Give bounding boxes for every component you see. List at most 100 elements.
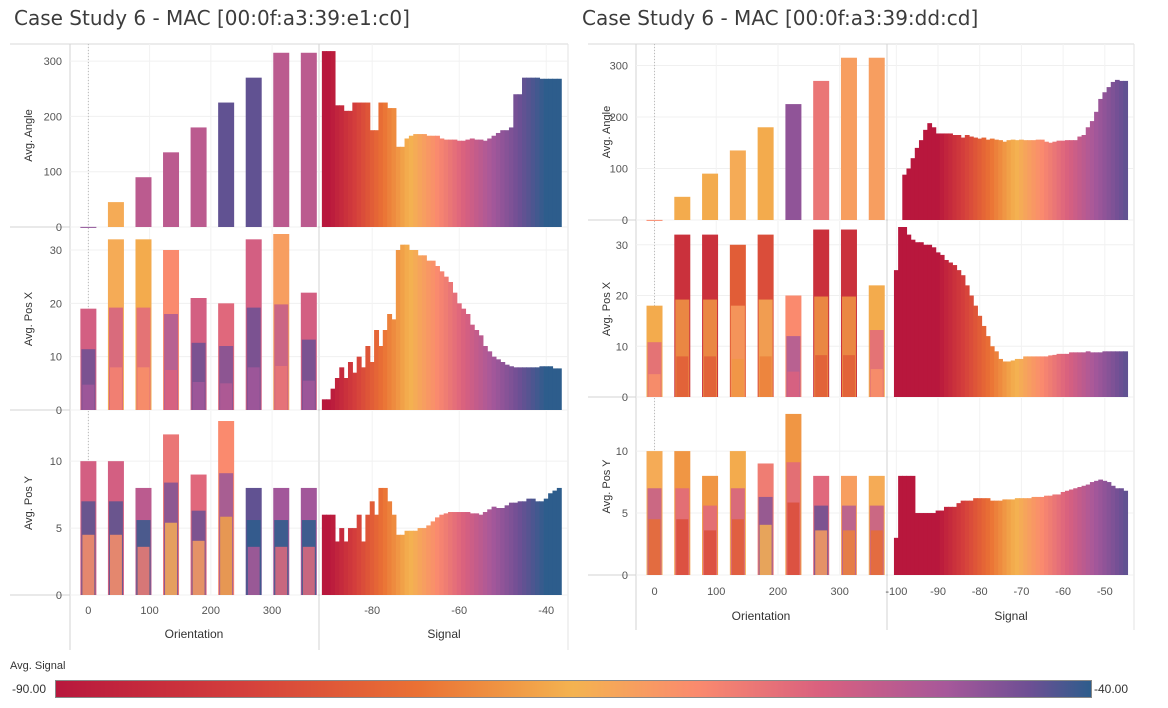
orientation-bar [275,366,288,410]
orientation-bar [702,173,719,220]
row-axis-title: Avg. Pos Y [23,475,35,530]
signal-bar [421,134,427,227]
signal-bar [330,51,336,228]
signal-bar [1094,111,1099,220]
signal-bar [456,512,462,595]
x-tick-label: -60 [451,605,467,617]
signal-bar [361,541,366,595]
signal-bar [923,244,928,397]
signal-bar [1052,354,1058,397]
signal-bar [1098,98,1104,220]
orientation-bar [729,150,746,220]
orientation-bar [302,380,315,410]
signal-bar [334,541,340,595]
signal-bar [504,364,510,410]
y-tick-label: 5 [56,523,62,535]
legend-min-label: -90.00 [12,682,47,696]
y-tick-label: 0 [56,405,62,417]
signal-bar [964,285,970,397]
row-axis-title: Avg. Pos X [601,281,613,336]
signal-bar [500,130,506,227]
signal-bar [356,102,362,227]
x-tick-label: -80 [364,605,380,617]
orientation-bar [676,356,689,397]
orientation-bar [815,355,828,397]
signal-bar [421,528,427,595]
signal-bar [543,366,549,410]
signal-bar [1002,361,1008,397]
signal-bar [469,513,475,595]
signal-bar [548,366,554,410]
signal-bar [478,139,484,227]
signal-bar [931,513,937,575]
orientation-bar [300,52,317,227]
signal-bar [552,368,558,410]
signal-bar [1119,488,1124,575]
signal-bar [1044,141,1049,220]
signal-bar [413,134,419,227]
signal-bar [448,512,454,595]
orientation-bar [109,367,122,410]
signal-bar [365,102,371,227]
signal-bar [998,358,1003,397]
signal-bar [430,135,436,227]
row-axis-title: Avg. Angle [23,109,35,161]
signal-bar [1014,140,1020,220]
signal-bar [539,366,545,410]
signal-bar [1027,356,1033,397]
orientation-bar [731,519,744,575]
signal-color-legend[interactable] [55,680,1092,698]
signal-bar [952,135,958,220]
signal-bar [361,102,366,227]
signal-bar [931,247,937,397]
signal-bar [1044,356,1049,397]
signal-bar [517,367,523,410]
signal-bar [356,514,362,595]
row-axis-title: Avg. Pos X [23,291,35,346]
signal-bar [339,367,345,410]
signal-bar [943,259,949,397]
signal-bar [474,139,480,227]
signal-bar [923,513,928,575]
signal-bar [969,136,974,220]
orientation-bar [247,367,260,410]
signal-bar [326,51,332,228]
signal-bar [469,138,475,227]
signal-bar [1064,490,1070,575]
signal-bar [994,139,999,220]
signal-bar [382,330,388,410]
signal-bar [977,498,983,575]
panel-title-right: Case Study 6 - MAC [00:0f:a3:39:dd:cd] [582,6,979,30]
signal-bar [365,346,371,410]
signal-bar [321,514,327,595]
signal-bar [981,498,987,575]
x-tick-label: 100 [707,586,725,598]
signal-bar [391,319,397,410]
signal-bar [426,135,432,227]
signal-bar [1073,140,1079,220]
orientation-bar [218,102,235,227]
signal-bar [556,78,562,227]
orientation-bar [813,80,830,220]
signal-bar [977,138,983,220]
y-tick-label: 5 [622,508,628,520]
signal-bar [943,506,949,575]
signal-bar [526,77,532,227]
signal-bar [361,367,366,410]
signal-bar [1081,485,1087,575]
signal-bar [434,266,440,410]
signal-bar [1110,351,1116,397]
signal-bar [417,134,423,227]
signal-bar [504,505,510,595]
signal-bar [343,378,349,410]
signal-bar [927,513,933,575]
signal-bar [517,94,523,227]
signal-bar [434,517,440,595]
signal-bar [1048,495,1053,575]
signal-bar [347,528,353,595]
x-axis-title-orientation: Orientation [165,627,224,641]
signal-bar [508,127,514,227]
signal-bar [989,500,995,575]
x-axis-title-signal: Signal [427,627,460,641]
orientation-bar [870,530,883,575]
